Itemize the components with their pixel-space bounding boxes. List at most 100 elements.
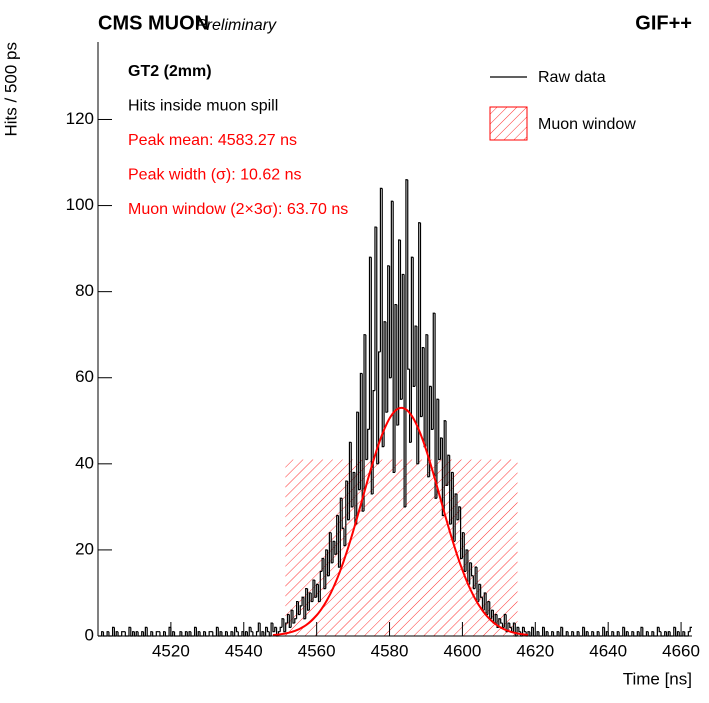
histogram-bin — [640, 626, 643, 636]
histogram-bin — [401, 273, 405, 400]
histogram-bin — [203, 631, 206, 636]
histogram-bin — [310, 592, 314, 603]
histogram-bin — [565, 631, 569, 636]
histogram-bin — [226, 631, 230, 637]
histogram-bin — [137, 631, 140, 637]
histogram-bin — [164, 631, 168, 637]
histogram-bin — [438, 399, 441, 461]
histogram-bin — [367, 428, 370, 460]
histogram-bin — [445, 420, 448, 486]
histogram-bin — [408, 369, 412, 443]
histogram-bin — [184, 631, 188, 636]
histogram-bin — [461, 532, 465, 559]
histogram-bin — [363, 334, 366, 512]
histogram-bin — [521, 626, 525, 636]
histogram-bin — [261, 631, 264, 636]
histogram-bin — [350, 442, 354, 508]
histogram-bin — [285, 622, 288, 632]
histogram-bin — [616, 631, 620, 636]
histogram-bin — [146, 627, 150, 637]
histogram-bin — [547, 631, 550, 637]
histogram-bin — [248, 626, 252, 636]
annotation: Muon window (2×3σ): 63.70 ns — [128, 201, 348, 218]
histogram-bin — [538, 631, 541, 637]
histogram-bin — [571, 631, 574, 636]
histogram-bin — [398, 239, 401, 426]
x-tick-label: 4620 — [516, 641, 554, 660]
histogram-bin — [334, 541, 337, 555]
histogram-bin — [463, 532, 467, 573]
histogram-bin — [676, 631, 680, 636]
x-tick-label: 4540 — [225, 641, 263, 660]
histogram-bin — [257, 622, 261, 632]
histogram-bin — [390, 200, 394, 378]
histogram-bin — [370, 257, 374, 495]
histogram-bin — [496, 614, 499, 628]
histogram-bin — [627, 631, 631, 637]
histogram-bin — [319, 570, 323, 602]
histogram-bin — [221, 631, 224, 637]
histogram-bin — [152, 631, 155, 637]
histogram-bin — [314, 580, 317, 598]
histogram-bin — [531, 626, 534, 636]
histogram-bin — [541, 626, 545, 636]
histogram-bin — [244, 631, 248, 636]
histogram-bin — [348, 441, 352, 520]
histogram-bin — [361, 373, 365, 512]
y-tick-label: 60 — [75, 367, 94, 386]
histogram-bin — [306, 588, 310, 611]
histogram-bin — [418, 222, 421, 464]
histogram-bin — [410, 256, 414, 443]
histogram-bin — [419, 222, 423, 418]
histogram-bin — [121, 631, 124, 636]
histogram-bin — [281, 618, 284, 628]
annotation: Peak width (σ): 10.62 ns — [128, 167, 302, 184]
histogram-bin — [224, 631, 228, 636]
histogram-bin — [503, 613, 507, 628]
histogram-bin — [567, 631, 570, 637]
histogram-bin — [235, 627, 239, 633]
histogram-bin — [560, 626, 563, 636]
histogram-bin — [439, 437, 443, 460]
y-tick-label: 0 — [85, 625, 94, 644]
histogram-bin — [656, 626, 660, 636]
histogram-bin — [199, 631, 202, 637]
histogram-bin — [434, 313, 437, 499]
legend-label: Muon window — [538, 116, 636, 133]
histogram-bin — [219, 631, 222, 636]
histogram-bin — [469, 562, 472, 585]
histogram-bin — [454, 493, 457, 542]
histogram-bin — [193, 626, 197, 636]
histogram-bin — [645, 631, 649, 636]
histogram-bin — [667, 631, 671, 636]
histogram-bin — [432, 312, 436, 430]
histogram-bin — [159, 631, 162, 637]
histogram-bin — [135, 631, 139, 636]
histogram-bin — [682, 631, 685, 636]
histogram-bin — [552, 631, 556, 637]
histogram-bin — [613, 631, 616, 637]
histogram-bin — [658, 627, 662, 633]
histogram-bin — [387, 265, 390, 413]
x-tick-label: 4600 — [444, 641, 482, 660]
histogram-bin — [215, 626, 219, 636]
histogram-bin — [633, 631, 636, 637]
histogram-bin — [622, 626, 625, 636]
x-tick-label: 4520 — [152, 641, 190, 660]
histogram-bin — [578, 631, 581, 637]
y-tick-label: 20 — [75, 539, 94, 558]
histogram-bin — [414, 325, 417, 387]
histogram-bin — [317, 584, 321, 603]
histogram-bin — [636, 631, 640, 636]
histogram-bin — [144, 626, 148, 636]
histogram-bin — [556, 631, 559, 636]
histogram-bin — [150, 631, 153, 636]
histogram-bin — [339, 497, 343, 568]
histogram-bin — [576, 631, 580, 636]
histogram-bin — [487, 600, 490, 615]
histogram-bin — [458, 506, 461, 520]
histogram-bin — [383, 321, 386, 447]
histogram-bin — [274, 626, 277, 632]
y-tick-label: 40 — [75, 453, 94, 472]
histogram-bin — [290, 609, 293, 628]
